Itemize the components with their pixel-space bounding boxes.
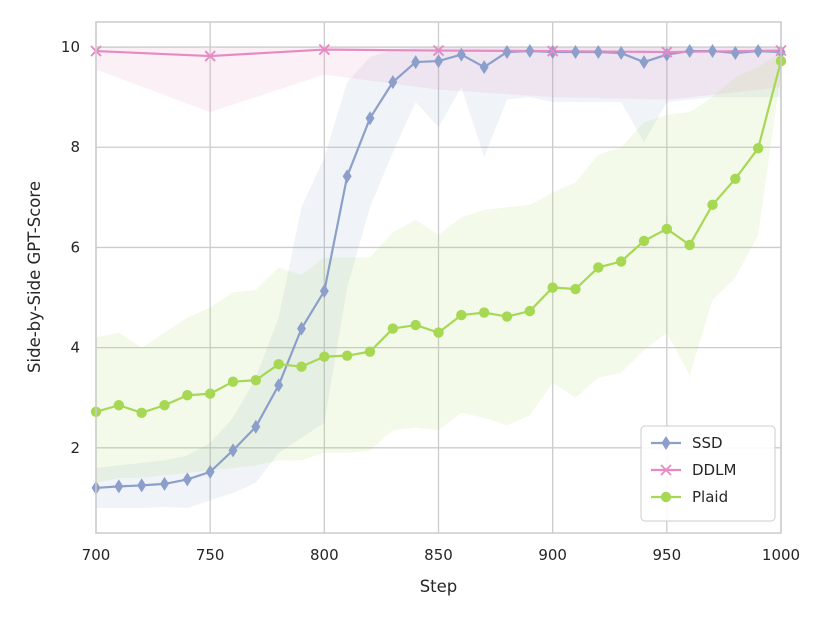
- ssd-point: [342, 169, 352, 184]
- ddlm-confidence-band: [96, 47, 781, 113]
- legend-label-ssd: SSD: [692, 434, 723, 452]
- x-tick-700: 700: [82, 546, 111, 564]
- plaid-point: [387, 323, 399, 334]
- ssd-point: [502, 45, 512, 60]
- ssd-point: [639, 55, 649, 70]
- y-tick-labels: 2 4 6 8 10: [61, 38, 80, 457]
- ssd-point: [411, 55, 421, 70]
- plaid-point: [250, 375, 262, 386]
- y-tick-6: 6: [70, 238, 80, 256]
- ssd-point: [685, 44, 695, 59]
- x-axis-label: Step: [420, 577, 458, 596]
- ssd-point: [434, 54, 443, 69]
- ssd-point: [114, 479, 124, 494]
- x-tick-900: 900: [538, 546, 567, 564]
- plaid-point: [570, 283, 581, 295]
- plaid-point: [341, 350, 353, 361]
- confidence-bands: [96, 47, 781, 508]
- ssd-point: [708, 44, 717, 59]
- ddlm-point: [318, 43, 330, 56]
- plaid-point: [593, 262, 604, 273]
- plaid-point: [524, 305, 536, 317]
- plaid-point: [661, 223, 673, 235]
- ssd-point: [571, 45, 580, 60]
- plaid-point: [501, 311, 513, 322]
- ddlm-point: [204, 50, 216, 62]
- y-tick-8: 8: [70, 138, 80, 156]
- plaid-point: [113, 400, 125, 411]
- plaid-point: [547, 282, 558, 293]
- legend-label-ddlm: DDLM: [692, 461, 736, 479]
- ssd-point: [753, 44, 763, 59]
- plaid-point: [159, 400, 170, 411]
- ssd-point: [205, 464, 215, 479]
- plaid-point: [204, 388, 216, 399]
- x-tick-labels: 700 750 800 850 900 950 1000: [82, 546, 800, 564]
- legend-marker-ddlm: [660, 464, 672, 476]
- plaid-point: [319, 351, 330, 362]
- y-tick-4: 4: [70, 339, 80, 357]
- plaid-point: [684, 239, 695, 251]
- plaid-point: [638, 235, 650, 247]
- plaid-point: [707, 199, 718, 211]
- x-tick-1000: 1000: [762, 546, 800, 564]
- plaid-point: [296, 361, 307, 372]
- plaid-point: [136, 407, 147, 418]
- ssd-point: [274, 378, 284, 393]
- plaid-point: [730, 173, 741, 185]
- x-tick-850: 850: [424, 546, 453, 564]
- legend-marker-plaid: [660, 491, 672, 503]
- ssd-point: [319, 284, 329, 299]
- y-tick-10: 10: [61, 38, 80, 56]
- y-axis-label: Side-by-Side GPT-Score: [25, 181, 44, 373]
- plaid-point: [433, 327, 444, 338]
- ssd-point: [251, 419, 261, 434]
- ssd-point: [616, 46, 626, 61]
- ssd-confidence-band: [96, 48, 781, 508]
- legend-label-plaid: Plaid: [692, 488, 728, 506]
- ssd-point: [593, 45, 603, 60]
- ssd-point: [388, 75, 398, 90]
- plaid-point: [410, 319, 421, 331]
- legend: SSD DDLM Plaid: [640, 425, 776, 522]
- series-markers: [90, 43, 787, 495]
- ddlm-point: [547, 45, 559, 57]
- plaid-point: [456, 309, 467, 321]
- ddlm-point: [661, 46, 673, 58]
- x-tick-950: 950: [653, 546, 682, 564]
- grid: [95, 22, 782, 533]
- ssd-point: [479, 60, 489, 75]
- ssd-point: [137, 478, 147, 493]
- ssd-point: [182, 472, 192, 487]
- plaid-point: [752, 143, 764, 154]
- x-tick-750: 750: [196, 546, 225, 564]
- ssd-point: [456, 47, 466, 62]
- ssd-point: [365, 111, 375, 126]
- plaid-point: [478, 307, 490, 318]
- ssd-point: [525, 44, 535, 59]
- ssd-point: [730, 46, 740, 61]
- plaid-point: [273, 358, 284, 370]
- plaid-point: [182, 390, 193, 401]
- y-tick-2: 2: [70, 439, 80, 457]
- ssd-point: [160, 476, 169, 491]
- plot-frame: [95, 21, 782, 534]
- ddlm-point: [432, 44, 445, 57]
- ssd-point: [228, 443, 238, 458]
- ssd-point: [297, 321, 306, 336]
- plaid-point: [364, 346, 376, 357]
- plaid-point: [615, 256, 627, 267]
- legend-marker-ssd: [661, 436, 671, 450]
- x-tick-800: 800: [310, 546, 339, 564]
- plaid-confidence-band: [96, 52, 781, 483]
- plaid-point: [227, 376, 239, 387]
